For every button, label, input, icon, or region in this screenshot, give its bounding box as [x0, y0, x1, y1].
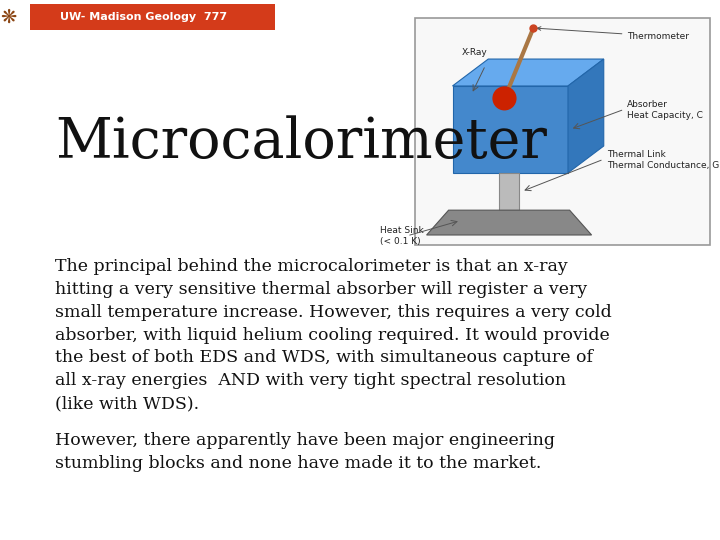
Polygon shape [568, 59, 604, 173]
Text: Thermal Link: Thermal Link [607, 150, 665, 159]
Text: UW- Madison Geology  777: UW- Madison Geology 777 [60, 12, 227, 22]
Bar [499, 173, 520, 210]
Text: However, there apparently have been major engineering
stumbling blocks and none : However, there apparently have been majo… [55, 432, 555, 472]
Text: (< 0.1 K): (< 0.1 K) [379, 238, 420, 246]
Text: The principal behind the microcalorimeter is that an x-ray
hitting a very sensit: The principal behind the microcalorimete… [55, 258, 612, 412]
Bar [30, 4, 275, 30]
Text: Thermal Conductance, G: Thermal Conductance, G [607, 161, 719, 170]
Text: ❋: ❋ [0, 8, 16, 26]
Text: Microcalorimeter: Microcalorimeter [55, 115, 547, 170]
Text: Absorber: Absorber [627, 100, 668, 109]
Text: Heat Capacity, C: Heat Capacity, C [627, 111, 703, 120]
Text: Heat Sink: Heat Sink [379, 226, 423, 235]
Polygon shape [452, 59, 604, 86]
Circle shape [493, 87, 516, 110]
Text: Thermometer: Thermometer [537, 26, 690, 40]
Text: X-Ray: X-Ray [462, 49, 487, 57]
Bar [415, 18, 710, 245]
Bar [452, 86, 568, 173]
Polygon shape [426, 210, 592, 235]
